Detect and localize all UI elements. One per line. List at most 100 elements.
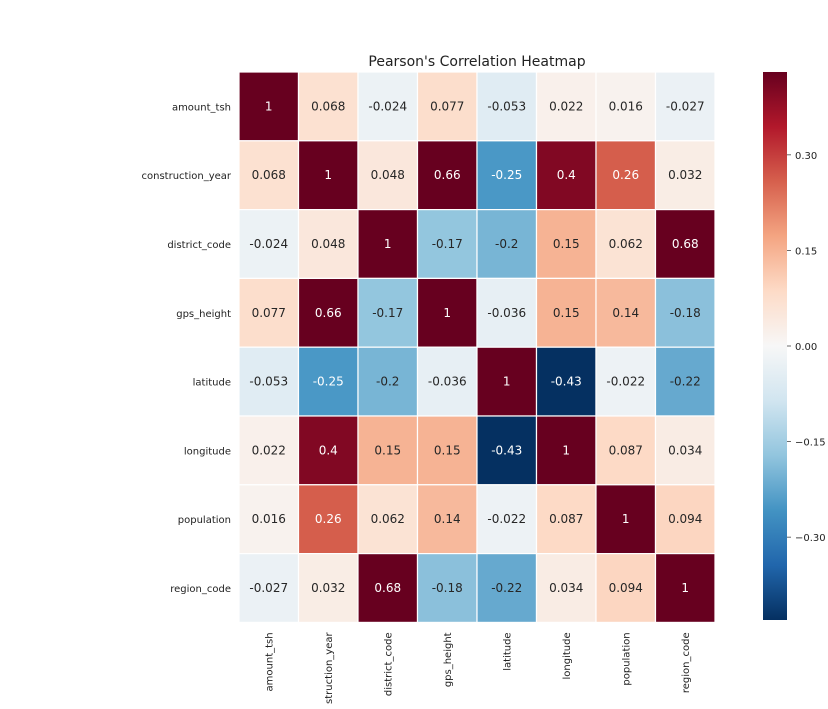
cell-value-label: 0.062 <box>371 512 405 526</box>
cell-value-label: 0.087 <box>549 512 583 526</box>
heatmap-cell <box>357 209 419 280</box>
heatmap-cell <box>595 277 657 348</box>
cell-value-label: 0.048 <box>311 237 345 251</box>
cell-value-label: 0.14 <box>612 306 639 320</box>
heatmap-cell <box>357 415 419 486</box>
cell-value-label: -0.22 <box>670 375 701 389</box>
colorbar-tick-label: 0.00 <box>795 342 817 353</box>
heatmap-cell <box>476 552 538 623</box>
cell-value-label: -0.18 <box>432 581 463 595</box>
row-label: amount_tsh <box>172 102 231 113</box>
cell-value-label: -0.17 <box>372 306 403 320</box>
heatmap-cell <box>535 71 597 142</box>
cell-value-label: -0.053 <box>249 375 288 389</box>
heatmap-cell <box>238 277 300 348</box>
heatmap-cell <box>476 209 538 280</box>
heatmap-cell <box>357 484 419 555</box>
column-label: gps_height <box>443 632 454 687</box>
cell-value-label: -0.022 <box>487 512 526 526</box>
heatmap-cell <box>654 71 716 142</box>
cell-value-label: 0.68 <box>374 581 401 595</box>
heatmap-cell <box>357 552 419 623</box>
cell-value-label: 0.068 <box>252 168 286 182</box>
cell-value-label: 0.016 <box>252 512 286 526</box>
cell-value-label: -0.022 <box>606 375 645 389</box>
column-labels: amount_tsh struction_year district_code gps… <box>265 632 693 704</box>
cell-value-label: -0.024 <box>249 237 288 251</box>
heatmap-cell <box>357 277 419 348</box>
heatmap-cell <box>535 552 597 623</box>
heatmap-cell <box>535 140 597 211</box>
row-label: gps_height <box>176 309 231 320</box>
cell-value-label: 0.26 <box>315 512 342 526</box>
cell-value-label: 1 <box>681 581 689 595</box>
column-label: population <box>622 632 633 685</box>
cell-value-label: -0.25 <box>313 375 344 389</box>
row-labels: amount_tsh construction_year district_code… <box>142 102 232 595</box>
heatmap-cell <box>654 346 716 417</box>
cell-value-label: 1 <box>622 512 630 526</box>
colorbar-tick-label: −0.30 <box>795 533 826 544</box>
heatmap-cell <box>595 484 657 555</box>
cell-value-label: 0.077 <box>430 99 464 113</box>
cell-value-label: 0.062 <box>609 237 643 251</box>
cell-value-label: 0.4 <box>557 168 576 182</box>
cell-value-label: -0.036 <box>487 306 526 320</box>
row-label: region_code <box>170 584 231 595</box>
cell-value-label: 0.048 <box>371 168 405 182</box>
heatmap-cell <box>535 484 597 555</box>
colorbar: 0.30 0.15 0.00 −0.15 −0.30 <box>763 72 826 620</box>
heatmap-cell <box>476 415 538 486</box>
cell-value-label: 1 <box>384 237 392 251</box>
cell-value-label: -0.2 <box>495 237 518 251</box>
cell-value-label: 1 <box>265 99 273 113</box>
cell-value-label: 0.032 <box>668 168 702 182</box>
heatmap-cell <box>595 209 657 280</box>
cell-value-label: -0.027 <box>666 99 705 113</box>
column-label: latitude <box>503 632 514 670</box>
colorbar-gradient <box>763 72 787 620</box>
column-label: district_code <box>384 632 395 696</box>
cell-value-label: 0.15 <box>434 443 461 457</box>
cell-value-label: -0.024 <box>368 99 407 113</box>
cell-value-label: 0.077 <box>252 306 286 320</box>
cell-value-label: 0.26 <box>612 168 639 182</box>
row-label: population <box>178 515 231 526</box>
heatmap-cell <box>535 209 597 280</box>
cell-value-label: 0.032 <box>311 581 345 595</box>
cell-value-label: 0.15 <box>374 443 401 457</box>
cell-value-label: -0.43 <box>491 443 522 457</box>
colorbar-tick-label: −0.15 <box>795 438 826 449</box>
chart-title: Pearson's Correlation Heatmap <box>368 54 585 70</box>
cell-value-label: 0.022 <box>252 443 286 457</box>
row-label: district_code <box>167 240 231 251</box>
row-label: latitude <box>193 378 231 389</box>
cell-value-label: 0.034 <box>549 581 583 595</box>
heatmap-cell <box>297 71 359 142</box>
cell-value-label: 1 <box>562 443 570 457</box>
cell-value-label: 0.68 <box>672 237 699 251</box>
cell-value-label: -0.43 <box>551 375 582 389</box>
cell-value-label: 0.022 <box>549 99 583 113</box>
cell-value-label: -0.027 <box>249 581 288 595</box>
cell-value-label: 0.14 <box>434 512 461 526</box>
cell-value-label: 1 <box>324 168 332 182</box>
heatmap-cell <box>654 415 716 486</box>
cell-value-label: -0.25 <box>491 168 522 182</box>
cell-value-label: 0.068 <box>311 99 345 113</box>
cell-value-label: 0.15 <box>553 237 580 251</box>
column-label: longitude <box>562 632 573 679</box>
cell-value-label: 0.094 <box>668 512 702 526</box>
cell-value-label: -0.17 <box>432 237 463 251</box>
column-label: amount_tsh <box>265 632 276 691</box>
cell-value-label: 0.016 <box>609 99 643 113</box>
heatmap-cell <box>297 140 359 211</box>
heatmap-cell <box>535 415 597 486</box>
heatmap-cell <box>297 484 359 555</box>
row-label: construction_year <box>142 171 232 182</box>
cell-value-label: 1 <box>443 306 451 320</box>
cell-value-label: -0.22 <box>491 581 522 595</box>
column-label: region_code <box>681 632 692 693</box>
heatmap-cell <box>654 209 716 280</box>
